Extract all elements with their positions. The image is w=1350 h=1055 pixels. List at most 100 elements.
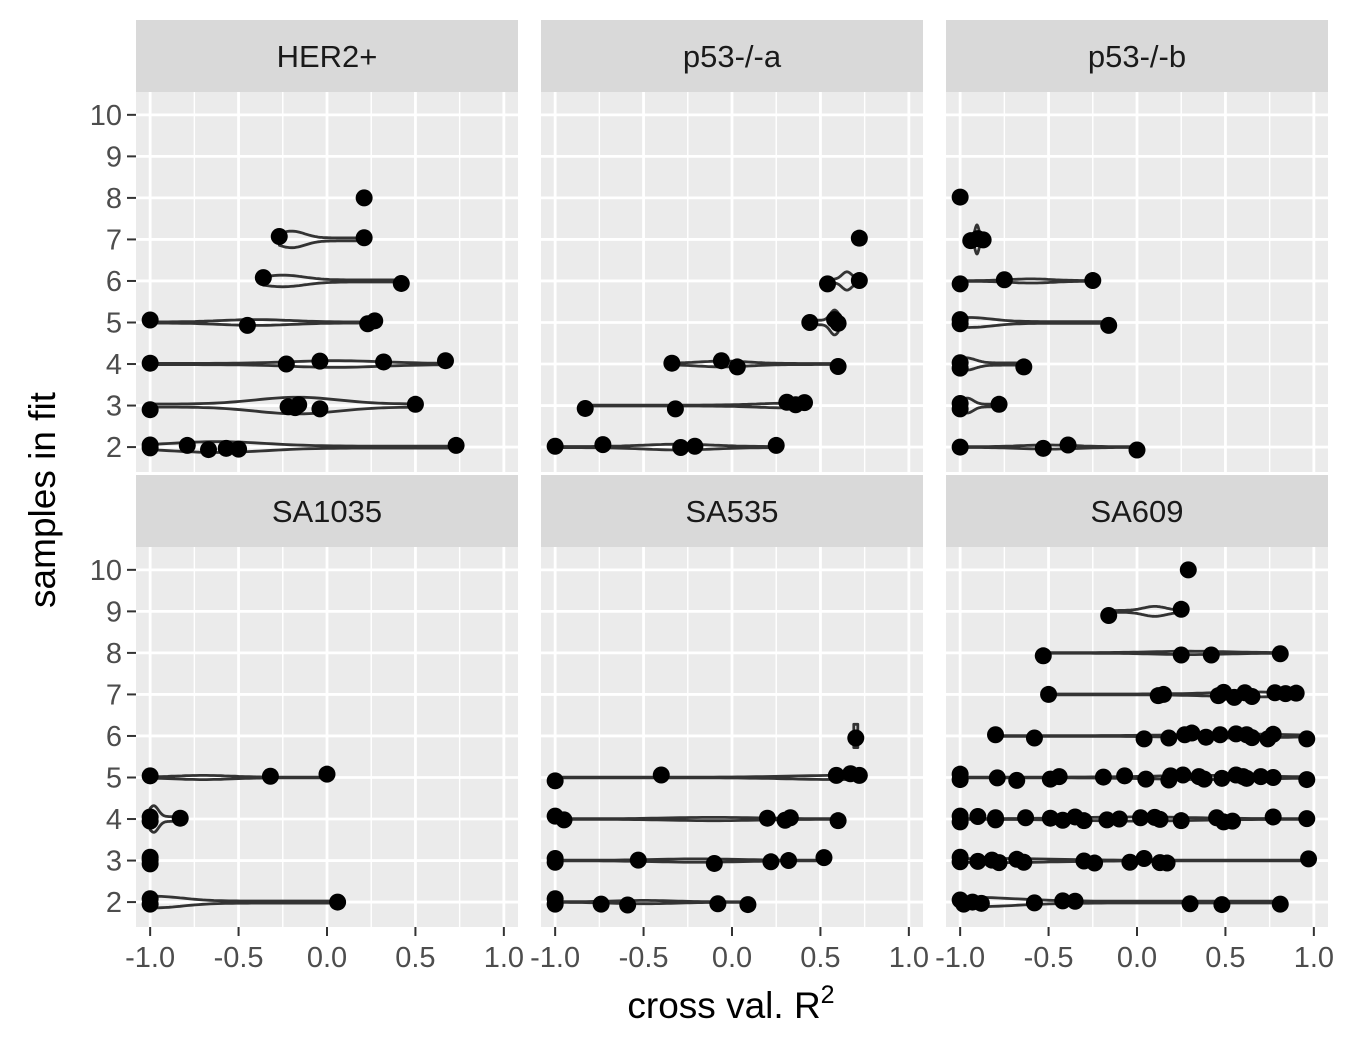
data-point	[1116, 767, 1134, 785]
x-tick-label: 0.0	[1117, 942, 1157, 974]
x-tick-label: -1.0	[530, 942, 580, 974]
y-tick-label: 2	[106, 887, 122, 919]
data-point	[1252, 768, 1270, 786]
y-tick-label: 2	[106, 432, 122, 464]
data-point	[829, 314, 847, 332]
data-point	[850, 272, 868, 290]
data-point	[366, 312, 384, 330]
x-tick-label: -0.5	[214, 942, 264, 974]
data-point	[850, 229, 868, 247]
y-tick-label: 7	[106, 224, 122, 256]
x-tick-label: 1.0	[1294, 942, 1334, 974]
data-point	[1034, 439, 1052, 457]
data-point	[1287, 684, 1305, 702]
data-point	[1100, 607, 1118, 625]
data-point	[850, 766, 868, 784]
y-tick-label: 10	[90, 100, 122, 132]
data-point	[972, 894, 990, 912]
data-point	[801, 313, 819, 331]
data-point	[987, 809, 1005, 827]
facet-panel: SA1035 2 3 4 5 6 7 8 9 10 -1.0 -0.5 0.0 0.5 1.0	[90, 475, 524, 974]
x-tick-label: 0.5	[395, 942, 435, 974]
data-point	[1160, 729, 1178, 747]
data-point	[987, 726, 1005, 744]
y-tick-label: 5	[106, 762, 122, 794]
data-point	[663, 354, 681, 372]
data-point	[1243, 688, 1261, 706]
y-tick-label: 7	[106, 679, 122, 711]
facet-panel: SA609 -1.0 -0.5 0.0 0.5 1.0	[935, 475, 1334, 974]
violin-shape	[1041, 649, 1282, 656]
data-point	[796, 394, 814, 412]
data-point	[951, 438, 969, 456]
data-point	[217, 439, 235, 457]
data-point	[951, 311, 969, 329]
y-tick-label: 9	[106, 141, 122, 173]
y-tick-label: 8	[106, 638, 122, 670]
data-point	[318, 765, 336, 783]
facet-panel: HER2+ 2 3 4 5 6 7 8 9 10	[90, 20, 518, 472]
facet-title: p53-/-b	[1088, 39, 1186, 74]
data-point	[1179, 561, 1197, 579]
data-point	[1110, 810, 1128, 828]
data-point	[1213, 896, 1231, 914]
facet-title: SA609	[1090, 494, 1183, 529]
x-axis-title-main: cross val. R	[627, 985, 820, 1026]
data-point	[705, 854, 723, 872]
y-tick-label: 5	[106, 307, 122, 339]
data-point	[995, 271, 1013, 289]
data-point	[141, 767, 159, 785]
x-tick-label: -1.0	[125, 942, 175, 974]
data-point	[238, 316, 256, 334]
data-point	[594, 436, 612, 454]
data-point	[592, 895, 610, 913]
y-tick-label: 10	[90, 555, 122, 587]
data-point	[1172, 600, 1190, 618]
data-point	[1025, 894, 1043, 912]
data-point	[619, 896, 637, 914]
data-point	[969, 852, 987, 870]
data-point	[329, 893, 347, 911]
y-tick-label: 6	[106, 721, 122, 753]
data-point	[1086, 854, 1104, 872]
data-point	[990, 854, 1008, 872]
facet-strip	[541, 475, 923, 547]
facet-strip	[946, 475, 1328, 547]
data-point	[355, 189, 373, 207]
data-point	[141, 848, 159, 866]
x-tick-label: -0.5	[1024, 942, 1074, 974]
data-point	[392, 274, 410, 292]
data-point	[1224, 812, 1241, 830]
data-point	[1298, 730, 1316, 748]
data-point	[178, 436, 196, 454]
data-point	[1135, 849, 1153, 867]
facet-title: SA535	[685, 494, 778, 529]
data-point	[951, 813, 969, 831]
data-point	[951, 394, 969, 412]
data-point	[1243, 729, 1261, 747]
data-point	[141, 895, 159, 913]
data-point	[1040, 685, 1058, 703]
data-point	[672, 438, 690, 456]
data-point	[1213, 769, 1231, 787]
data-point	[762, 853, 780, 871]
data-point	[1151, 810, 1169, 828]
data-point	[969, 808, 987, 826]
facet-strip	[541, 20, 923, 92]
data-point	[819, 275, 836, 293]
data-point	[311, 400, 329, 418]
data-point	[1098, 811, 1116, 829]
data-point	[1172, 812, 1190, 830]
data-point	[436, 352, 454, 370]
facet-title: p53-/-a	[683, 39, 782, 74]
data-point	[277, 355, 295, 373]
data-point	[1183, 724, 1201, 742]
data-point	[171, 809, 189, 827]
data-point	[781, 809, 799, 827]
data-point	[555, 811, 573, 829]
facet-panel: SA535 -1.0 -0.5 0.0 0.5 1.0	[530, 475, 929, 974]
data-point	[546, 895, 564, 913]
data-point	[546, 772, 564, 790]
data-point	[141, 401, 159, 419]
facet-panel: p53-/-a	[541, 20, 923, 472]
